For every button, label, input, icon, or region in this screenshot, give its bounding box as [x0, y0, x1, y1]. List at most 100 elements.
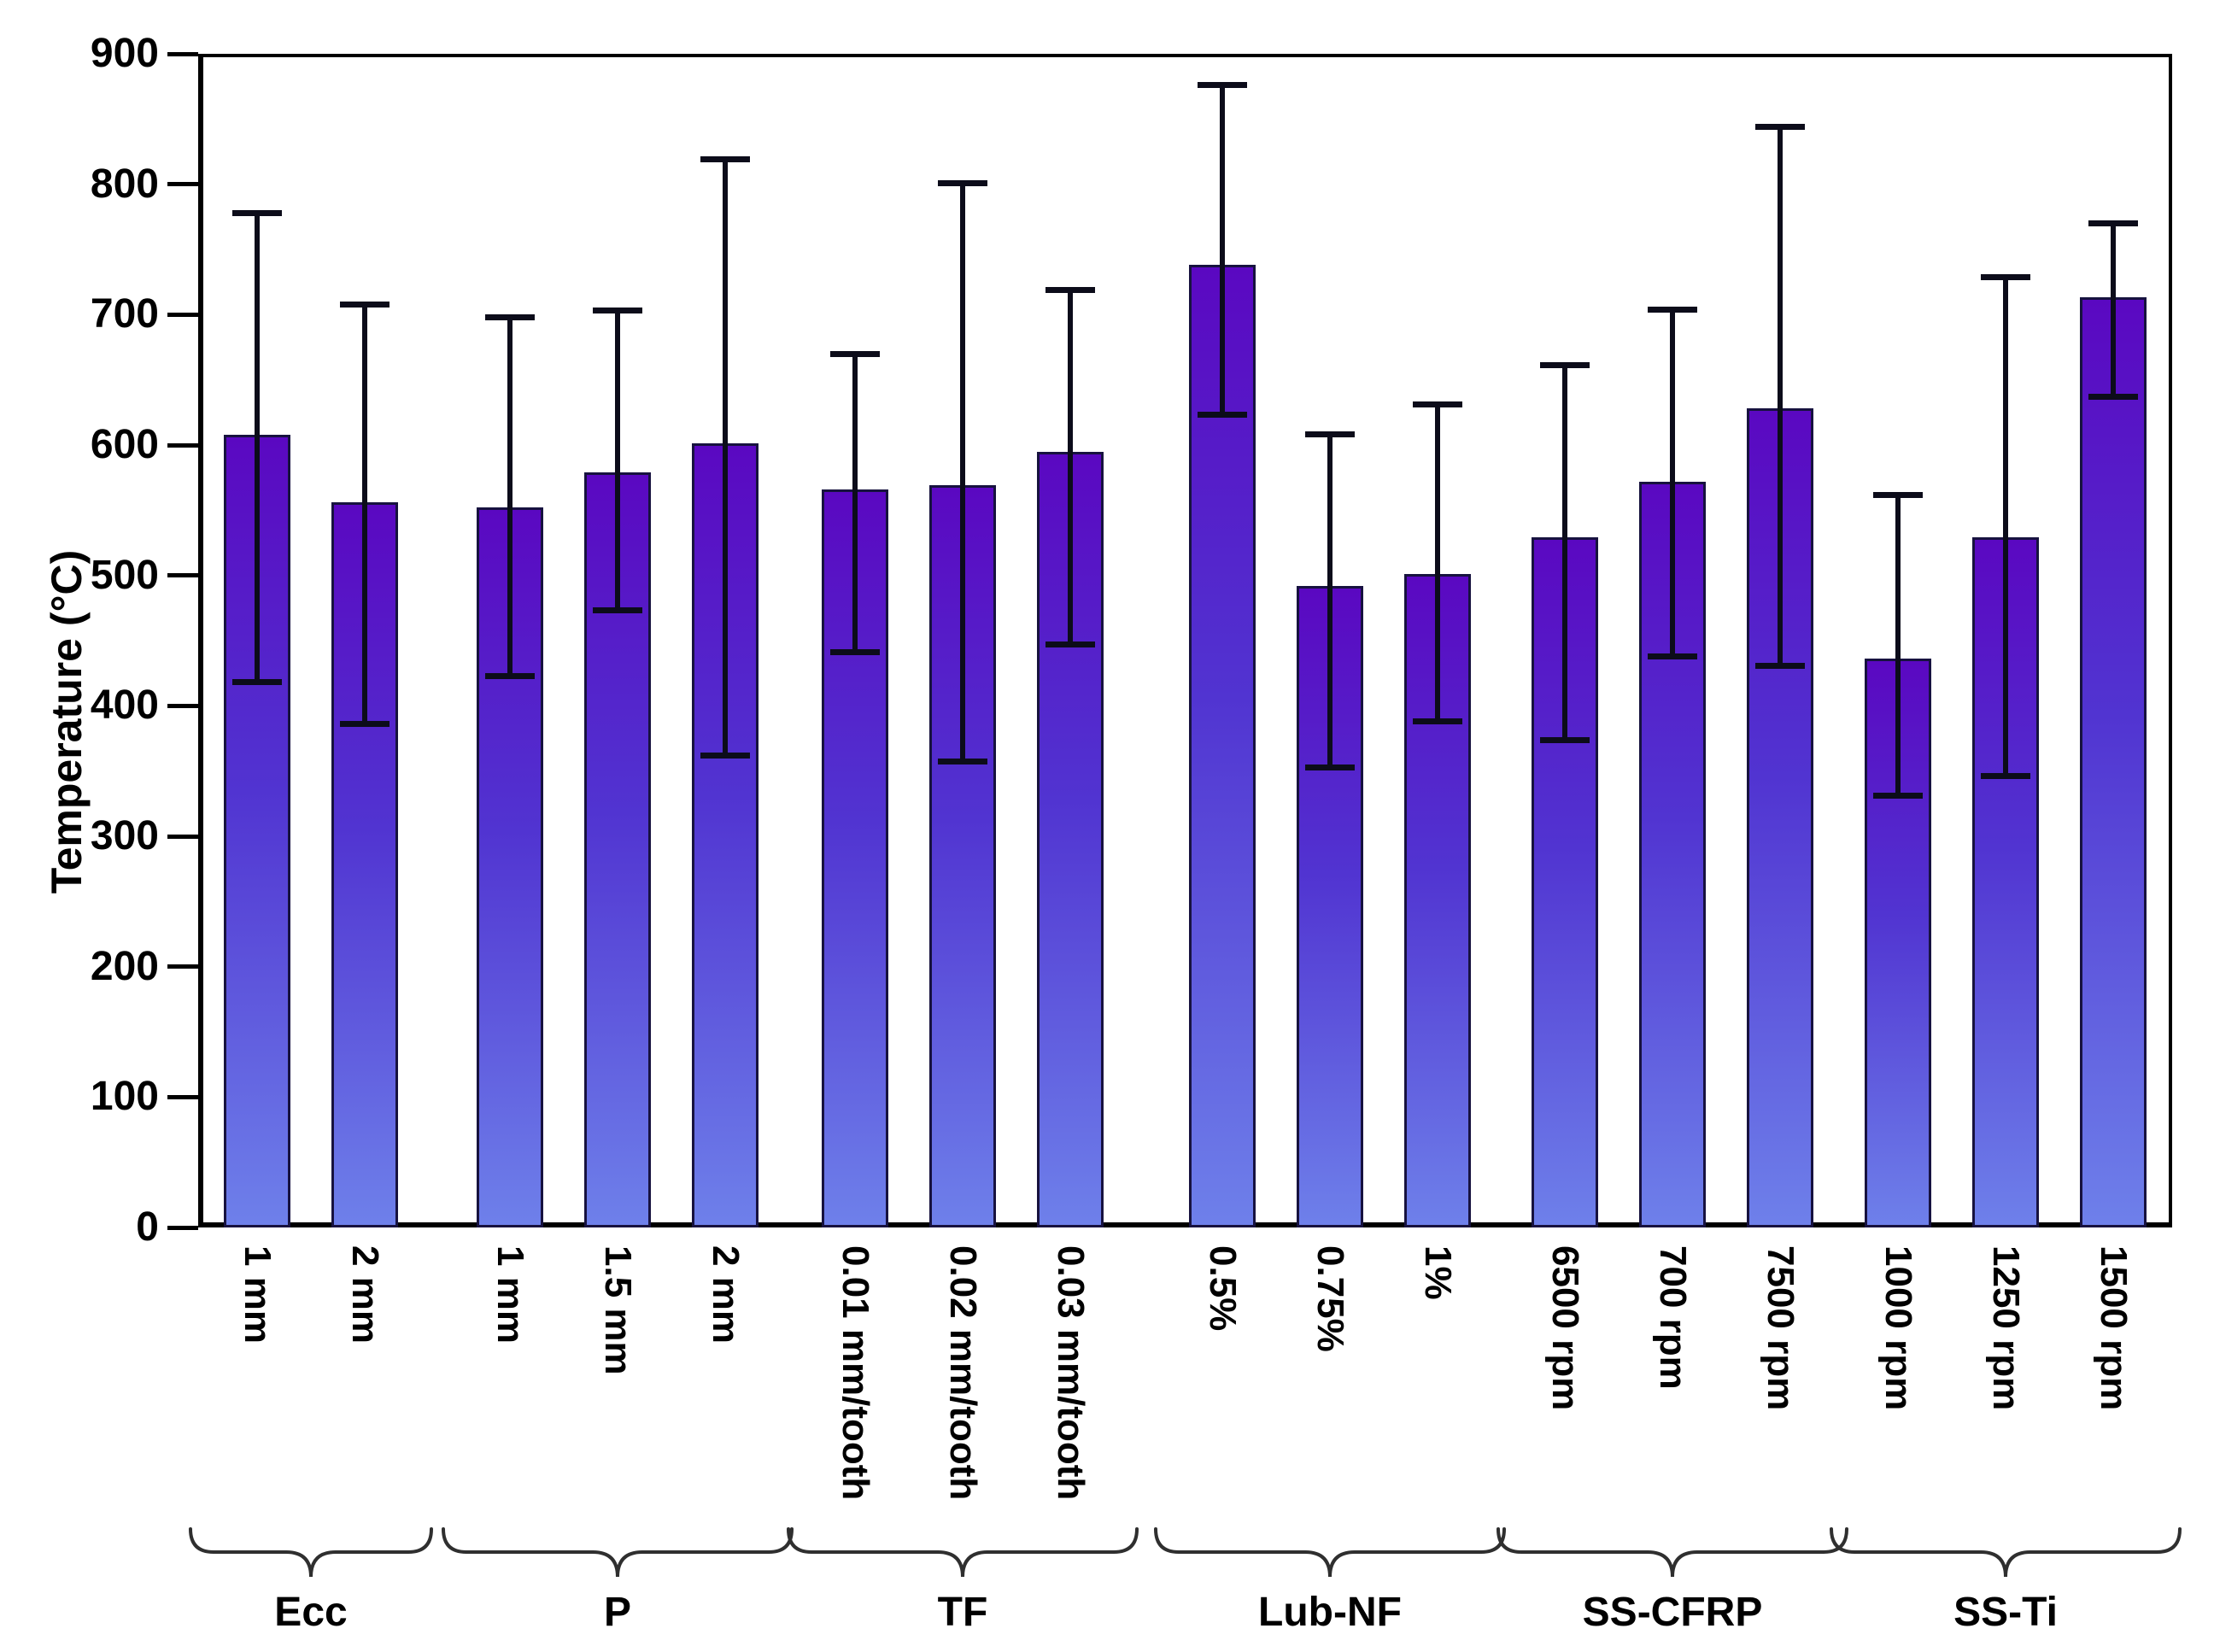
error-bar-cap-bottom — [830, 649, 880, 656]
error-bar-line — [1778, 126, 1783, 665]
x-tick-label: 0.75% — [1309, 1245, 1351, 1352]
error-bar-cap-top — [1648, 306, 1697, 313]
error-bar-cap-top — [1305, 431, 1355, 438]
error-bar-cap-bottom — [485, 672, 535, 679]
error-bar-line — [1670, 309, 1675, 657]
error-bar-cap-bottom — [1755, 662, 1805, 669]
error-bar-cap-bottom — [2088, 394, 2138, 400]
x-tick-label: 1 mm — [489, 1245, 531, 1344]
error-bar-cap-top — [1413, 401, 1462, 408]
error-bar-cap-top — [938, 179, 987, 186]
y-axis-tick — [167, 703, 198, 708]
error-bar-line — [723, 159, 728, 756]
group-label: P — [603, 1590, 631, 1635]
y-axis-tick — [167, 964, 198, 970]
x-tick-label: 6500 rpm — [1544, 1245, 1586, 1411]
error-bar-cap-bottom — [938, 759, 987, 765]
x-tick-label: 1500 rpm — [2093, 1245, 2135, 1411]
y-axis-tick — [167, 834, 198, 839]
y-axis-tick-label: 700 — [90, 291, 159, 337]
error-bar-cap-bottom — [1540, 736, 1590, 743]
error-bar-line — [852, 354, 858, 653]
error-bar-line — [2003, 277, 2008, 776]
error-bar-cap-top — [1540, 362, 1590, 369]
error-bar-cap-bottom — [1413, 718, 1462, 725]
x-tick-label: 0.5% — [1202, 1245, 1244, 1332]
x-tick-label: 0.01 mm/tooth — [835, 1245, 876, 1501]
group-brace — [1496, 1527, 1848, 1578]
error-bar-line — [960, 183, 965, 762]
group-label: TF — [937, 1590, 988, 1635]
y-axis-tick-label: 900 — [90, 31, 159, 76]
bar — [2080, 297, 2147, 1227]
y-axis-tick — [167, 182, 198, 187]
y-axis-tick-label: 400 — [90, 682, 159, 729]
error-bar-line — [255, 213, 260, 682]
error-bar-cap-bottom — [1873, 793, 1923, 800]
plot-area-border — [198, 54, 2172, 1227]
group-brace — [189, 1527, 433, 1578]
error-bar-cap-top — [700, 156, 750, 163]
error-bar-cap-top — [1198, 82, 1247, 89]
x-tick-label: 1000 rpm — [1877, 1245, 1919, 1411]
error-bar-cap-bottom — [1981, 773, 2030, 780]
y-axis-tick-label: 500 — [90, 552, 159, 598]
bar — [692, 443, 758, 1227]
y-axis-tick — [167, 1094, 198, 1099]
group-label: Lub-NF — [1258, 1590, 1402, 1635]
y-axis-tick-label: 100 — [90, 1074, 159, 1120]
x-tick-label: 1250 rpm — [1985, 1245, 2027, 1411]
y-axis-tick — [167, 442, 198, 448]
error-bar-cap-top — [340, 301, 390, 308]
error-bar-line — [1562, 365, 1567, 740]
error-bar-cap-bottom — [1648, 653, 1697, 659]
error-bar-cap-bottom — [700, 752, 750, 759]
group-brace — [787, 1527, 1139, 1578]
error-bar-cap-bottom — [1046, 641, 1095, 648]
group-brace — [442, 1527, 794, 1578]
y-axis-tick-label: 200 — [90, 943, 159, 989]
x-tick-label: 1% — [1417, 1245, 1459, 1300]
error-bar-line — [2111, 223, 2116, 397]
error-bar-cap-top — [1755, 123, 1805, 130]
error-bar-line — [615, 310, 620, 611]
error-bar-cap-top — [2088, 220, 2138, 226]
error-bar-line — [1895, 495, 1901, 796]
group-label: Ecc — [274, 1590, 348, 1635]
x-tick-label: 2 mm — [705, 1245, 747, 1344]
x-tick-label: 0.02 mm/tooth — [942, 1245, 984, 1501]
y-axis-tick-label: 0 — [136, 1204, 159, 1250]
error-bar-line — [1068, 290, 1073, 645]
error-bar-cap-bottom — [1198, 412, 1247, 419]
group-label: SS-CFRP — [1582, 1590, 1763, 1635]
x-tick-label: 2 mm — [344, 1245, 386, 1344]
error-bar-cap-top — [1981, 273, 2030, 280]
y-axis-tick — [167, 312, 198, 317]
x-tick-label: 0.03 mm/tooth — [1050, 1245, 1092, 1501]
y-axis-tick — [167, 1225, 198, 1230]
x-tick-label: 1 mm — [237, 1245, 278, 1344]
error-bar-cap-bottom — [1305, 764, 1355, 770]
error-bar-cap-top — [485, 313, 535, 320]
y-axis-tick-label: 800 — [90, 161, 159, 207]
error-bar-cap-top — [830, 350, 880, 357]
y-axis-tick — [167, 51, 198, 56]
y-axis-tick-label: 300 — [90, 813, 159, 858]
error-bar-cap-top — [232, 209, 282, 216]
y-axis-tick-label: 600 — [90, 422, 159, 467]
group-label: SS-Ti — [1953, 1590, 2058, 1635]
x-tick-label: 1.5 mm — [597, 1245, 639, 1375]
error-bar-cap-top — [1046, 286, 1095, 293]
error-bar-line — [1327, 434, 1332, 768]
error-bar-cap-bottom — [232, 679, 282, 686]
bar — [1189, 265, 1256, 1227]
y-axis-tick — [167, 573, 198, 578]
error-bar-line — [1435, 404, 1440, 722]
x-tick-label: 700 rpm — [1652, 1245, 1694, 1390]
error-bar-line — [507, 317, 512, 677]
bar — [477, 507, 543, 1227]
x-tick-label: 7500 rpm — [1760, 1245, 1801, 1411]
error-bar-cap-top — [1873, 491, 1923, 498]
error-bar-line — [1220, 85, 1225, 415]
